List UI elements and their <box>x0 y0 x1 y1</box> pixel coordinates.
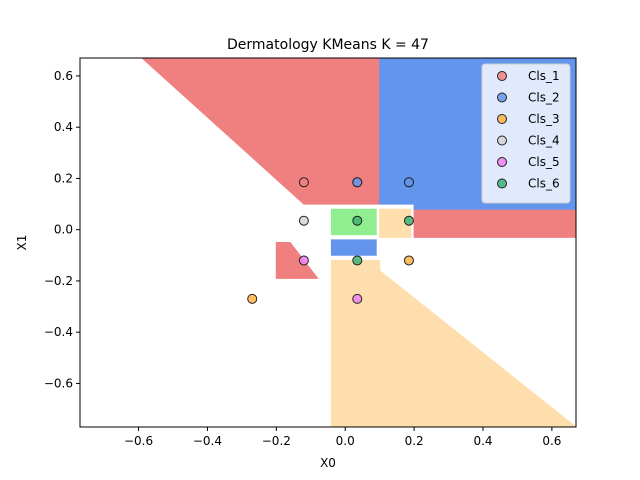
point-cls-2-0 <box>352 177 363 188</box>
x-tick-label: 0.2 <box>405 434 424 448</box>
x-tick-label: −0.2 <box>262 434 291 448</box>
legend-marker-cls-5 <box>497 157 507 167</box>
x-axis-label: X0 <box>320 456 336 470</box>
y-tick-label: 0.6 <box>54 69 73 83</box>
y-axis-label: X1 <box>15 235 29 251</box>
point-cls-3-1 <box>403 255 414 266</box>
point-cls-1-0 <box>298 177 309 188</box>
legend: Cls_1 Cls_2 Cls_3 Cls_4 Cls_5 Cls_6 <box>481 63 571 204</box>
region-cls-1-2 <box>275 242 319 279</box>
point-cls-6-1 <box>403 215 414 226</box>
point-cls-3-0 <box>247 293 258 304</box>
data-points <box>247 177 414 304</box>
y-tick-label: 0.4 <box>54 120 73 134</box>
legend-label-cls-1: Cls_1 <box>528 69 560 83</box>
y-tick-label: −0.4 <box>44 325 73 339</box>
region-cls-1-1 <box>413 208 576 238</box>
x-tick-label: −0.6 <box>124 434 153 448</box>
y-tick-label: −0.6 <box>44 376 73 390</box>
y-tick-label: 0.2 <box>54 171 73 185</box>
legend-label-cls-5: Cls_5 <box>528 155 560 169</box>
y-tick-label: −0.2 <box>44 274 73 288</box>
region-cls-3-0 <box>330 259 576 427</box>
legend-marker-cls-2 <box>497 92 507 103</box>
point-cls-6-2 <box>352 255 363 266</box>
legend-label-cls-6: Cls_6 <box>528 177 560 191</box>
y-tick-label: 0.0 <box>54 223 73 237</box>
y-axis-ticks: −0.6 −0.4 −0.2 0.0 0.2 0.4 0.6 <box>44 69 80 390</box>
x-tick-label: −0.4 <box>193 434 222 448</box>
legend-label-cls-3: Cls_3 <box>528 112 560 126</box>
decision-regions <box>141 58 576 427</box>
chart-title: Dermatology KMeans K = 47 <box>227 37 429 53</box>
legend-marker-cls-6 <box>497 178 507 189</box>
point-cls-4-0 <box>298 215 309 226</box>
region-cls-1-0 <box>141 58 381 205</box>
point-cls-2-2 <box>403 177 414 188</box>
legend-label-cls-2: Cls_2 <box>528 91 560 105</box>
x-axis-ticks: −0.6 −0.4 −0.2 0.0 0.2 0.4 0.6 <box>124 427 561 448</box>
legend-marker-cls-4 <box>497 135 507 146</box>
x-tick-label: 0.4 <box>473 434 492 448</box>
x-tick-label: 0.6 <box>542 434 561 448</box>
legend-marker-cls-1 <box>497 71 507 81</box>
region-cls-3-1 <box>379 208 412 238</box>
point-cls-6-0 <box>352 215 363 226</box>
legend-label-cls-4: Cls_4 <box>528 134 560 148</box>
legend-marker-cls-3 <box>497 114 507 124</box>
point-cls-5-0 <box>298 255 309 266</box>
point-cls-5-1 <box>352 293 363 304</box>
x-tick-label: 0.0 <box>336 434 355 448</box>
region-cls-2-1 <box>330 239 377 256</box>
plot-frame <box>79 57 577 428</box>
